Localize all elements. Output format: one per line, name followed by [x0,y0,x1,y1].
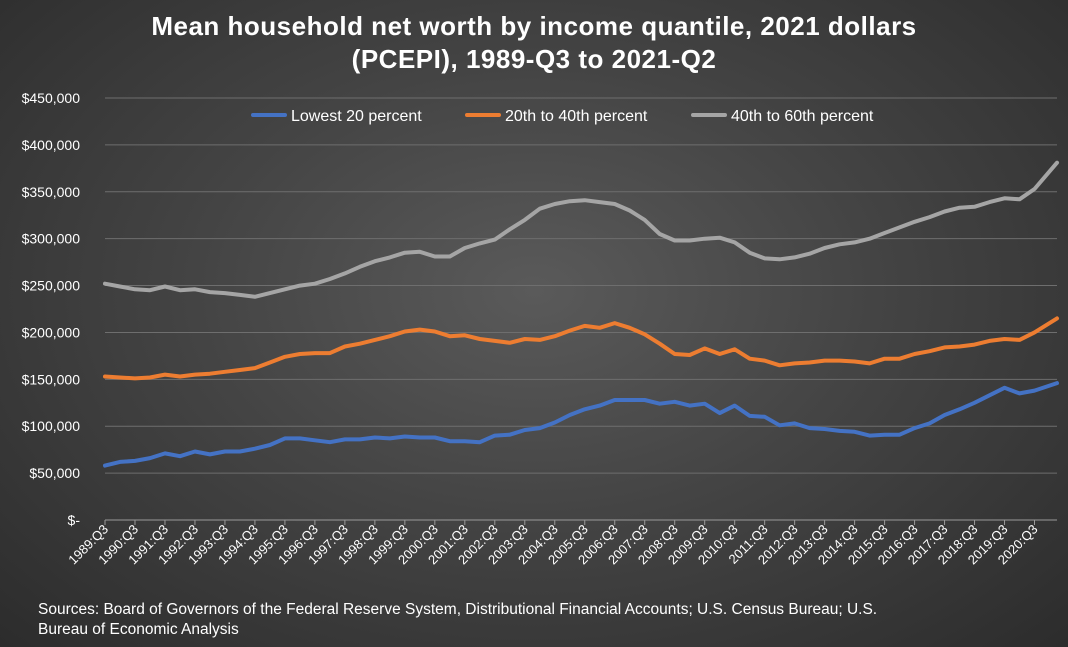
y-tick-label: $300,000 [22,231,81,247]
chart-title-line-2: (PCEPI), 1989-Q3 to 2021-Q2 [351,44,717,74]
y-tick-label: $- [68,512,81,528]
y-tick-label: $350,000 [22,184,81,200]
legend-label: Lowest 20 percent [291,108,422,125]
y-tick-label: $100,000 [22,418,81,434]
x-axis-tick-labels: 1989:Q31990:Q31991:Q31992:Q31993:Q31994:… [65,520,1041,567]
series-lines [103,160,1059,468]
y-tick-label: $250,000 [22,278,81,294]
series-line [103,316,1059,381]
y-tick-label: $200,000 [22,324,81,340]
legend-label: 20th to 40th percent [505,108,648,125]
chart-title-line-1: Mean household net worth by income quant… [151,11,917,41]
chart-title: Mean household net worth by income quant… [0,10,1068,76]
series-line [103,160,1059,299]
source-note: Sources: Board of Governors of the Feder… [38,600,1038,640]
y-tick-label: $50,000 [29,465,80,481]
y-axis-tick-labels: $- $50,000 $100,000 $150,000 $200,000 $250,00… [22,90,81,528]
y-tick-label: $150,000 [22,371,81,387]
source-line-1: Sources: Board of Governors of the Feder… [38,601,878,618]
legend: Lowest 20 percent 20th to 40th percent 40t… [251,108,874,125]
legend-label: 40th to 60th percent [731,108,874,125]
y-tick-label: $400,000 [22,137,81,153]
gridlines [105,97,1057,521]
source-line-2: Bureau of Economic Analysis [38,621,239,638]
y-tick-label: $450,000 [22,90,81,106]
series-line [103,381,1059,468]
